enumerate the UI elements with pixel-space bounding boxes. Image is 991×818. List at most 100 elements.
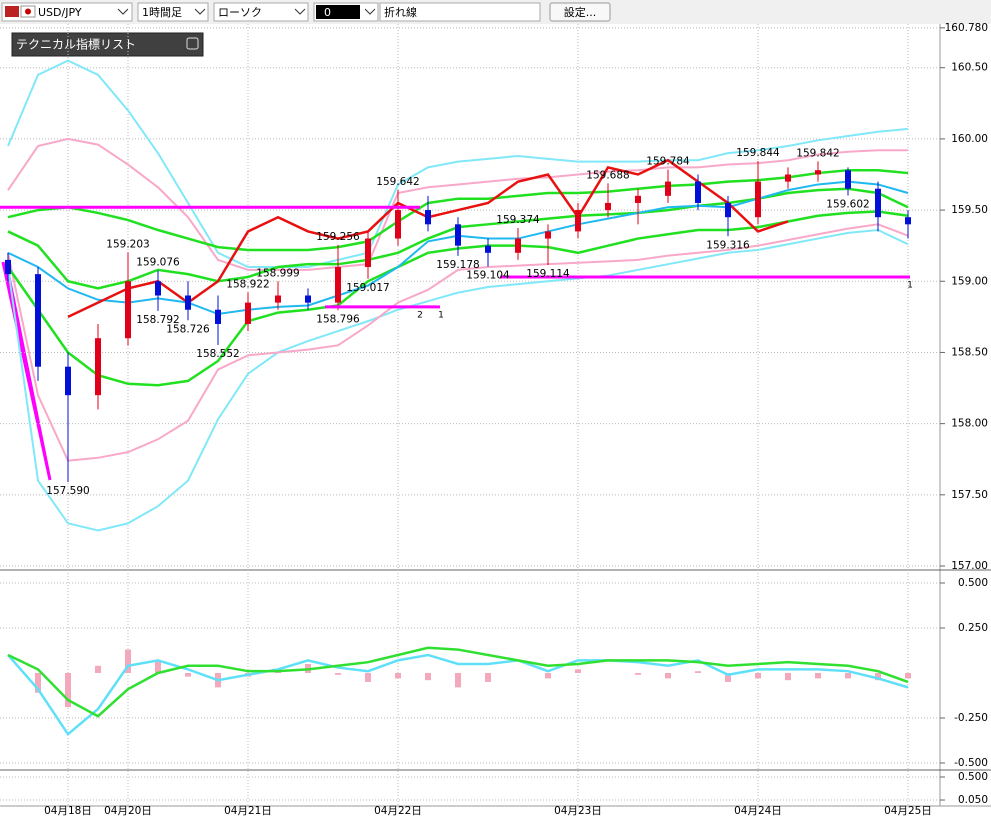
line-type-box[interactable]: [379, 2, 541, 22]
price-annotation: 159.374: [496, 214, 540, 226]
indicator-panel-bg[interactable]: [11, 32, 204, 57]
candle-body: [5, 259, 11, 275]
histogram-bar: [395, 672, 401, 679]
candle-body: [875, 188, 881, 218]
histogram-bar: [575, 669, 581, 673]
histogram-bar: [905, 672, 911, 679]
indicator-line: [7, 228, 909, 532]
toolbar: USD/JPY 1時間足 ローソク 0 折れ線 設定...: [0, 0, 991, 24]
y-tick-label: 0.500: [958, 577, 988, 589]
x-tick-label: 04月22日: [374, 805, 422, 817]
timeframe-combo[interactable]: [137, 2, 209, 22]
level-tag: 1: [438, 310, 444, 320]
settings-button[interactable]: [549, 2, 611, 22]
candle-body: [245, 302, 251, 324]
x-tick-label: 04月23日: [554, 805, 602, 817]
y-tick-label: 0.500: [958, 771, 988, 783]
number: 0: [324, 6, 331, 19]
price-annotation: 159.203: [106, 238, 149, 250]
candle-body: [275, 295, 281, 303]
y-tick-label: 0.050: [958, 794, 988, 806]
x-tick-label: 04月18日: [44, 805, 92, 817]
price-annotation: 159.316: [706, 239, 750, 251]
candle-body: [215, 309, 221, 324]
price-annotation: 159.688: [586, 169, 629, 181]
x-tick-label: 04月21日: [224, 805, 272, 817]
candle-body: [485, 245, 491, 253]
indicator-line: [7, 653, 909, 737]
price-annotation: 159.842: [796, 147, 839, 159]
dropdown-arrow: [117, 8, 129, 15]
candle-body: [515, 238, 521, 253]
candle-body: [335, 267, 341, 303]
indicator-line: [7, 59, 909, 269]
candle-body: [785, 174, 791, 182]
indicator-panel-title: テクニカル指標リスト: [16, 37, 136, 52]
price-annotation: 159.642: [376, 176, 419, 188]
histogram-bar: [95, 665, 101, 673]
histogram-bar: [335, 672, 341, 675]
price-annotation: 158.726: [166, 323, 210, 335]
y-tick-label: 158.50: [951, 346, 988, 358]
histogram-bar: [485, 672, 491, 682]
candle-body: [695, 181, 701, 203]
histogram-bar: [635, 672, 641, 675]
dropdown-arrow: [194, 8, 206, 15]
dropdown-arrow: [294, 8, 306, 15]
y-tick-label: 159.00: [951, 275, 988, 287]
histogram-bar: [785, 672, 791, 681]
price-annotation: 159.076: [136, 256, 180, 268]
histogram-bar: [365, 672, 371, 682]
candle-body: [395, 210, 401, 239]
histogram-bar: [845, 672, 851, 679]
histogram-bar: [875, 672, 881, 681]
candle-body: [755, 181, 761, 218]
histogram-bar: [545, 672, 551, 679]
candle-body: [455, 224, 461, 246]
y-tick-label: -0.500: [954, 757, 988, 769]
line-type: 折れ線: [384, 5, 417, 19]
y-tick-label: 160.780: [945, 22, 988, 34]
histogram-bar: [65, 672, 71, 708]
flag-jp-dot: [25, 8, 31, 15]
price-annotation: 159.178: [436, 259, 479, 271]
y-tick-label: 157.50: [951, 489, 988, 501]
histogram-bar: [725, 672, 731, 682]
grid-layer: [0, 24, 945, 806]
histogram-bar: [425, 672, 431, 681]
y-tick-label: -0.250: [954, 712, 988, 724]
candle-body: [575, 210, 581, 232]
price-annotation: 159.114: [526, 268, 570, 280]
panel-toggle[interactable]: [186, 37, 199, 50]
y-tick-label: 157.00: [951, 560, 988, 572]
candle-body: [635, 195, 641, 203]
x-tick-label: 04月20日: [104, 805, 152, 817]
histogram-bar: [35, 672, 41, 693]
histogram-bar: [185, 672, 191, 677]
price-annotation: 159.256: [316, 231, 360, 243]
y-tick-label: 158.00: [951, 418, 988, 430]
level-tag: 1: [907, 280, 913, 290]
histogram-bar: [125, 649, 131, 673]
price-annotation: 158.796: [316, 313, 360, 325]
candle-body: [365, 238, 371, 268]
price-annotation: 158.552: [196, 348, 239, 360]
timeframe: 1時間足: [142, 6, 182, 19]
price-annotation: 157.590: [46, 485, 89, 497]
symbol: USD/JPY: [38, 6, 82, 19]
candle-body: [605, 202, 611, 211]
chart-style: ローソク: [218, 6, 262, 19]
indicator-line: [7, 223, 909, 462]
y-tick-label: 0.250: [958, 622, 988, 634]
candle-body: [845, 170, 851, 189]
histogram-bar: [665, 672, 671, 679]
price-annotation: 159.017: [346, 282, 389, 294]
histogram-bar: [815, 672, 821, 679]
style-combo[interactable]: [213, 2, 309, 22]
y-tick-label: 160.50: [951, 62, 988, 74]
flag-us: [5, 6, 19, 17]
candle-body: [815, 170, 821, 175]
